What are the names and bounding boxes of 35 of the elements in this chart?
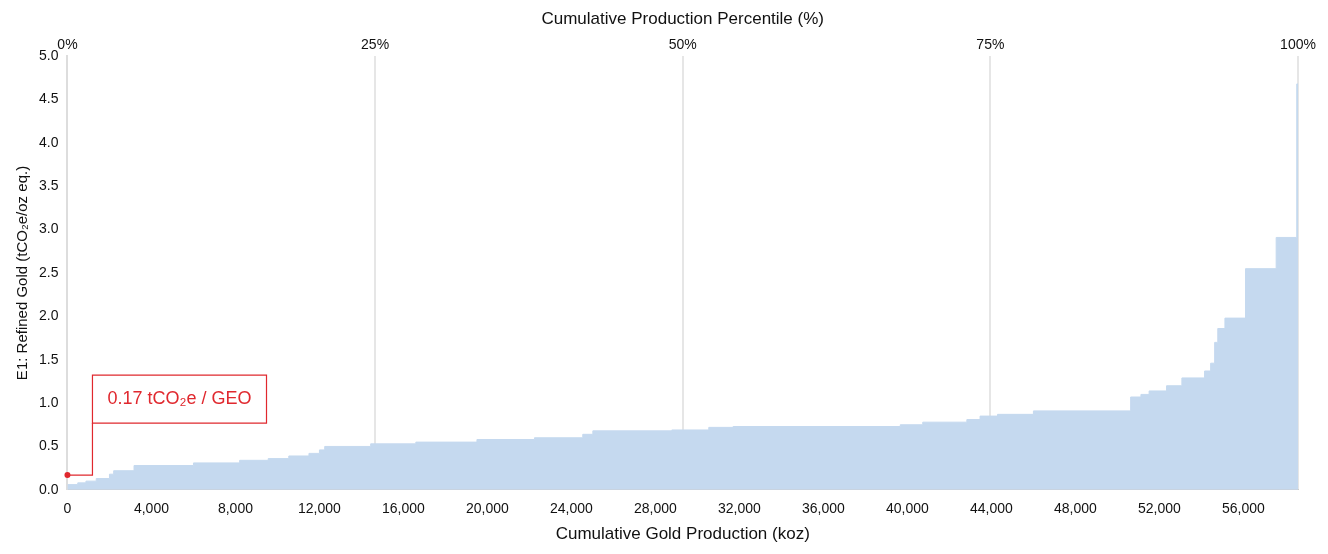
x-tick-label: 0 [63, 500, 72, 517]
x2-axis-title: Cumulative Production Percentile (%) [541, 8, 824, 28]
x-tick-label: 8,000 [217, 500, 254, 517]
annotation: 0.17 tCO₂e / GEO [107, 388, 252, 409]
x-tick-label: 56,000 [1221, 500, 1266, 517]
y-tick-label: 0.0 [38, 480, 59, 497]
x-axis-title: Cumulative Gold Production (koz) [555, 524, 810, 544]
x-tick-label: 24,000 [550, 500, 594, 517]
y-tick-label: 3.0 [38, 220, 59, 237]
x-tick-label: 40,000 [886, 500, 930, 517]
x2-tick-label: 100% [1280, 35, 1316, 52]
y-axis-title: E1: Refined Gold (tCO₂e/oz eq.) [13, 165, 31, 381]
x-tick-label: 28,000 [634, 500, 678, 517]
y-tick-label: 5.0 [38, 47, 59, 64]
x-tick-label: 52,000 [1137, 500, 1182, 517]
x2-tick-label: 50% [668, 35, 697, 52]
y-tick-label: 4.5 [38, 90, 59, 107]
y-tick-label: 3.5 [38, 177, 59, 194]
x-tick-label: 16,000 [382, 500, 426, 517]
y-tick-label: 0.5 [38, 437, 59, 454]
y-tick-label: 1.5 [38, 350, 59, 367]
x-tick-label: 4,000 [133, 500, 170, 517]
y-tick-label: 2.0 [38, 307, 59, 324]
x-tick-label: 36,000 [802, 500, 846, 517]
x-tick-label: 48,000 [1054, 500, 1098, 517]
x-tick-label: 12,000 [298, 500, 342, 517]
x2-tick-label: 0% [57, 35, 78, 52]
x-tick-label: 32,000 [718, 500, 762, 517]
x-tick-label: 20,000 [466, 500, 510, 517]
x2-tick-label: 75% [976, 35, 1005, 52]
x-tick-label: 44,000 [970, 500, 1014, 517]
y-tick-label: 4.0 [38, 133, 59, 150]
y-tick-label: 1.0 [38, 393, 59, 410]
x2-tick-label: 25% [361, 35, 390, 52]
y-tick-label: 2.5 [38, 263, 59, 280]
